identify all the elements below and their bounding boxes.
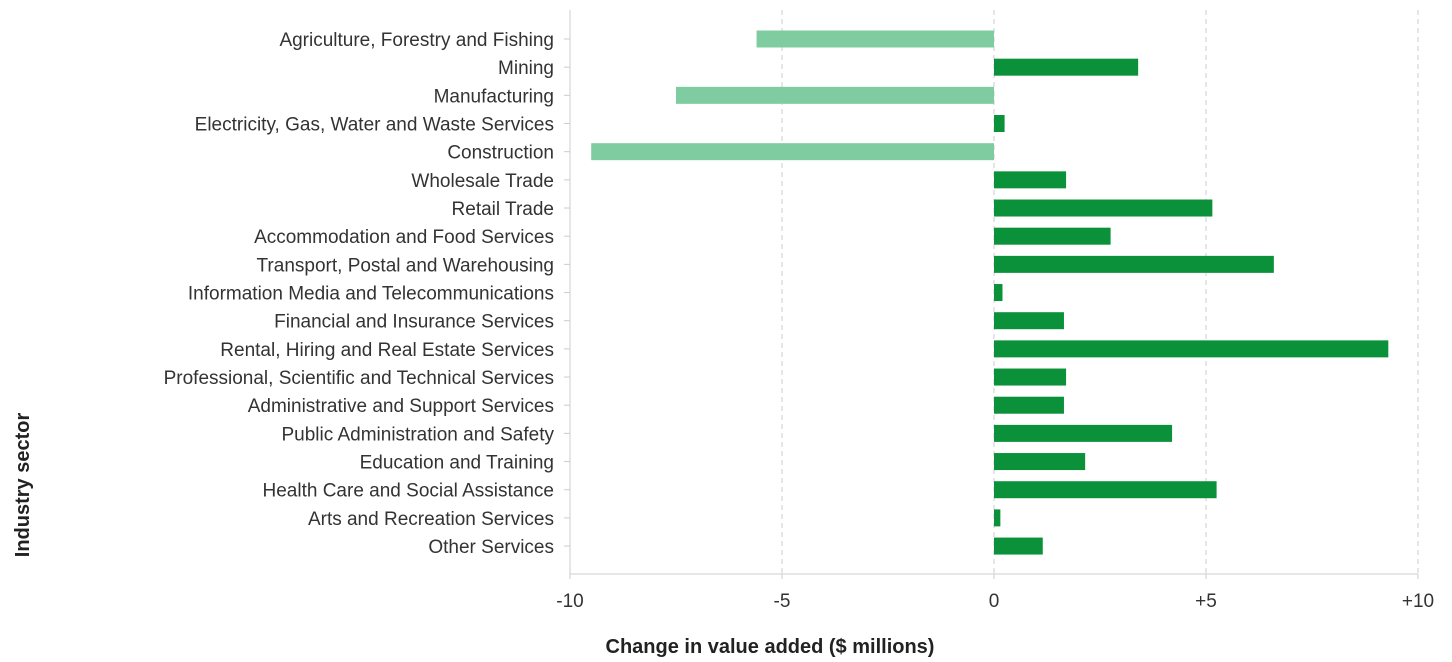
bar-6 (994, 199, 1213, 217)
category-label-10: Financial and Insurance Services (274, 312, 554, 333)
category-label-5: Wholesale Trade (411, 171, 554, 192)
category-label-0: Agriculture, Forestry and Fishing (279, 30, 554, 51)
bar-16 (994, 481, 1217, 499)
bar-14 (994, 424, 1173, 442)
gridlines (781, 10, 1419, 574)
category-label-16: Health Care and Social Assistance (263, 481, 555, 502)
category-labels: Agriculture, Forestry and Fishing Mining M… (164, 30, 555, 558)
category-label-4: Construction (447, 143, 554, 164)
bar-15 (994, 453, 1086, 471)
category-label-12: Professional, Scientific and Technical S… (164, 368, 554, 389)
category-label-15: Education and Training (360, 453, 554, 474)
bar-17 (994, 509, 1001, 527)
y-axis-title: Industry sector (12, 413, 34, 558)
bar-2 (676, 86, 994, 104)
category-label-2: Manufacturing (434, 86, 554, 107)
x-tick-labels: -10 -5 0 +5 +10 (556, 591, 1434, 612)
x-tick-label-4: +10 (1402, 591, 1434, 612)
category-label-8: Transport, Postal and Warehousing (257, 255, 554, 276)
category-label-1: Mining (498, 58, 554, 79)
x-axis-title: Change in value added ($ millions) (606, 636, 935, 658)
bar-4 (591, 143, 994, 161)
category-label-17: Arts and Recreation Services (308, 509, 554, 530)
category-label-14: Public Administration and Safety (282, 424, 555, 445)
bar-8 (994, 255, 1274, 273)
bar-18 (994, 537, 1043, 555)
bar-12 (994, 368, 1067, 386)
category-label-18: Other Services (428, 537, 554, 558)
bar-11 (994, 340, 1389, 358)
bar-13 (994, 396, 1064, 414)
category-label-9: Information Media and Telecommunications (188, 284, 554, 305)
bar-10 (994, 312, 1064, 330)
bar-1 (994, 58, 1139, 76)
x-tick-label-1: -5 (774, 591, 791, 612)
category-label-11: Rental, Hiring and Real Estate Services (220, 340, 554, 361)
x-tick-label-0: -10 (556, 591, 583, 612)
category-label-3: Electricity, Gas, Water and Waste Servic… (195, 115, 554, 136)
x-tick-label-3: +5 (1195, 591, 1217, 612)
bar-5 (994, 171, 1067, 189)
bar-0 (756, 30, 994, 48)
bar-3 (994, 115, 1005, 133)
axes (564, 10, 1419, 579)
category-label-7: Accommodation and Food Services (254, 227, 554, 248)
bars (591, 30, 1389, 555)
category-label-6: Retail Trade (452, 199, 554, 220)
category-label-13: Administrative and Support Services (248, 396, 554, 417)
bar-9 (994, 284, 1003, 302)
x-tick-label-2: 0 (989, 591, 1000, 612)
bar-7 (994, 227, 1111, 245)
